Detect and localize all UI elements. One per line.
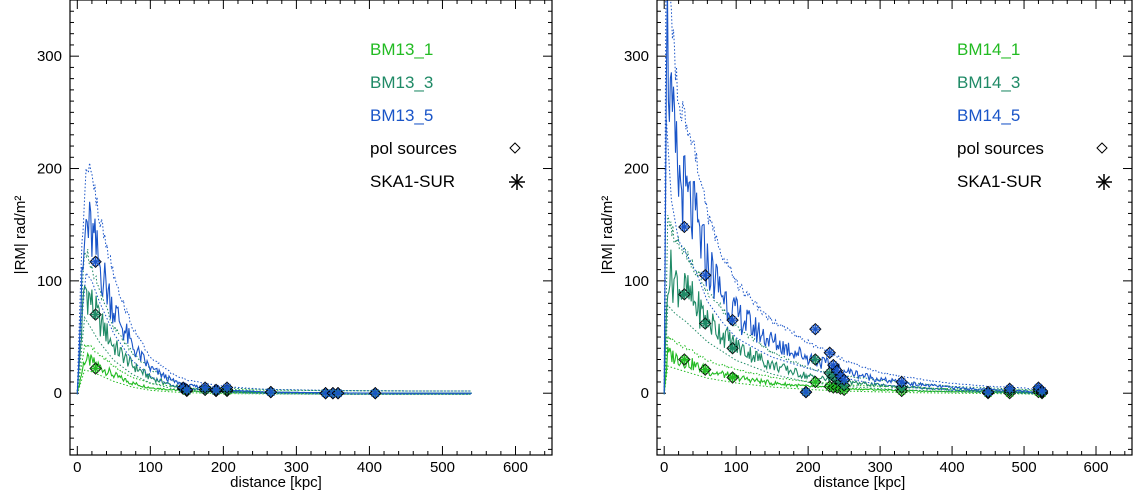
x-axis-label: distance [kpc] (814, 474, 906, 491)
ska-point (800, 387, 811, 398)
y-tick-label: 300 (624, 48, 649, 65)
ska-point (679, 221, 690, 232)
ska-point (896, 376, 907, 387)
legend-diamond-icon (509, 142, 521, 154)
ska-point (679, 354, 690, 365)
series-upper-bound (663, 214, 1045, 392)
ska-point (265, 387, 276, 398)
series-line (663, 249, 1046, 394)
ska-point (1037, 385, 1048, 396)
ska-point (90, 256, 101, 267)
x-tick-label: 0 (73, 459, 81, 476)
legend-entry: BM14_3 (957, 73, 1020, 92)
series-line (663, 0, 1046, 394)
y-tick-label: 0 (54, 385, 62, 402)
ska-point (1004, 383, 1015, 394)
ska-point (700, 318, 711, 329)
series-upper-bound (663, 335, 1045, 392)
ska-point (839, 374, 850, 385)
legend-entry: BM14_1 (957, 40, 1020, 59)
ska-point (824, 347, 835, 358)
ska-point (370, 388, 381, 399)
series-upper-bound (663, 0, 1045, 392)
x-tick-label: 400 (357, 459, 382, 476)
x-tick-label: 100 (138, 459, 163, 476)
series-lower-bound (76, 315, 471, 395)
x-tick-label: 400 (940, 459, 965, 476)
x-axis-label: distance [kpc] (230, 474, 322, 491)
x-tick-label: 200 (796, 459, 821, 476)
legend-entry: BM13_5 (370, 106, 433, 125)
axis-ticks (70, 0, 552, 455)
pol-source-markers (89, 255, 382, 400)
x-tick-label: 100 (724, 459, 749, 476)
ska-point (727, 315, 738, 326)
plot-frame (656, 0, 1133, 456)
legend-entry: BM13_1 (370, 40, 433, 59)
ska-point (222, 382, 233, 393)
ska-point (810, 324, 821, 335)
series-lower-bound (663, 365, 1045, 395)
x-tick-label: 300 (868, 459, 893, 476)
y-tick-label: 0 (641, 385, 649, 402)
x-tick-label: 600 (503, 459, 528, 476)
series-line (76, 351, 472, 394)
ska-point (727, 372, 738, 383)
x-tick-label: 300 (284, 459, 309, 476)
y-axis-label: |RM| rad/m² (599, 196, 616, 275)
x-tick-label: 500 (430, 459, 455, 476)
plot-area (76, 162, 472, 395)
x-tick-label: 500 (1012, 459, 1037, 476)
axis-ticks (657, 0, 1132, 455)
x-tick-label: 200 (211, 459, 236, 476)
legend-entry: BM13_3 (370, 73, 433, 92)
ska-point (983, 387, 994, 398)
ska-point (810, 354, 821, 365)
ska-point (200, 382, 211, 393)
ska-point (810, 376, 821, 387)
series-line (76, 284, 472, 394)
legend-entry: SKA1-SUR (957, 172, 1042, 191)
y-tick-label: 100 (624, 273, 649, 290)
ska-point (90, 309, 101, 320)
legend-entry: SKA1-SUR (370, 172, 455, 191)
y-tick-label: 200 (624, 161, 649, 178)
legend-asterisk-icon (1096, 174, 1112, 190)
x-tick-label: 600 (1083, 459, 1108, 476)
ska-point (333, 388, 344, 399)
y-tick-label: 100 (37, 273, 62, 290)
ska-point (90, 363, 101, 374)
ska-point (700, 364, 711, 375)
legend-diamond-icon (1096, 142, 1108, 154)
series-upper-bound (76, 248, 471, 392)
legend-entry: pol sources (370, 139, 457, 158)
legend-entry: pol sources (957, 139, 1044, 158)
ska-point (181, 384, 192, 395)
pol-source-markers (678, 220, 1049, 400)
plot-frame (69, 0, 553, 456)
ska-point (679, 289, 690, 300)
y-axis-label: |RM| rad/m² (12, 196, 29, 275)
legend-entry: BM14_5 (957, 106, 1020, 125)
y-tick-label: 300 (37, 48, 62, 65)
ska-point (211, 384, 222, 395)
y-tick-label: 200 (37, 161, 62, 178)
x-tick-label: 0 (660, 459, 668, 476)
ska-point (700, 270, 711, 281)
legend-asterisk-icon (509, 174, 525, 190)
plot-area (663, 0, 1046, 395)
ska-point (727, 343, 738, 354)
series-upper-bound (76, 162, 471, 392)
series-lower-bound (663, 304, 1045, 395)
